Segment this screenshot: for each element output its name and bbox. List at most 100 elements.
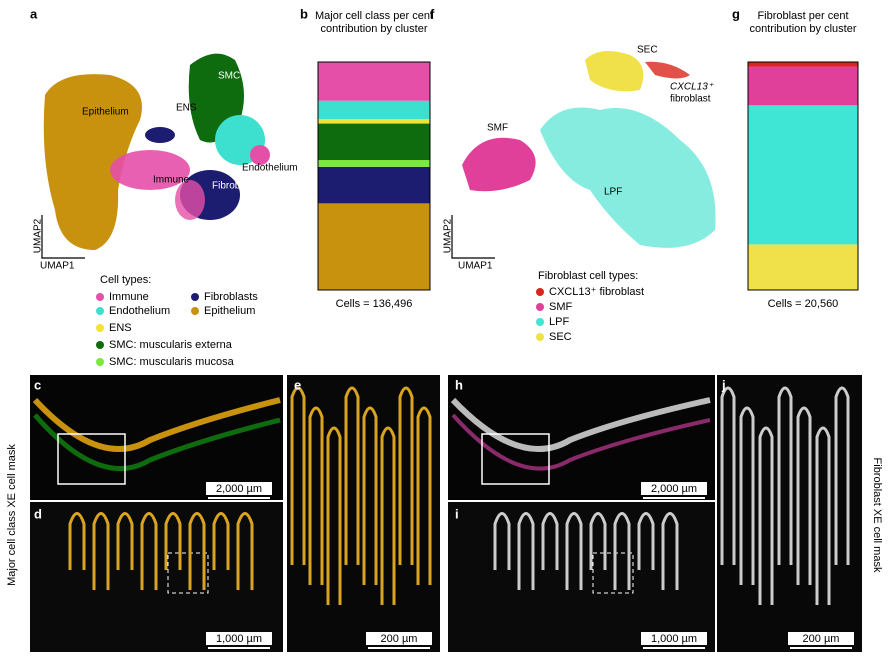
villus [589, 512, 607, 570]
villus [290, 386, 306, 565]
microscopy [30, 375, 862, 652]
cluster-label: fibroblast [670, 94, 711, 105]
panel-letter: d [34, 506, 42, 521]
cluster-label: Fibroblasts [212, 181, 261, 192]
scale-bg [206, 482, 272, 495]
scale-label: 2,000 µm [216, 483, 262, 495]
legend-label: SMC: muscularis externa [109, 339, 233, 351]
legend-label: SMF [549, 301, 573, 313]
villus [834, 386, 850, 565]
villus [758, 426, 774, 605]
cluster-label: Epithelium [82, 107, 129, 118]
umap-f [451, 51, 716, 259]
scale-bg [641, 482, 707, 495]
villus [398, 386, 414, 565]
legend-swatch [96, 341, 104, 349]
bar-segment [318, 123, 430, 161]
scale-label: 1,000 µm [651, 633, 697, 645]
scale-bg [788, 632, 854, 645]
legend-title: Cell types: [100, 274, 151, 286]
umap-x-label: UMAP1 [40, 261, 75, 272]
bar-outline [317, 61, 431, 291]
bar-segment [748, 105, 858, 245]
villus [188, 512, 206, 590]
bar-outline [747, 61, 859, 291]
legend-swatch [191, 307, 199, 315]
bar-segment [318, 160, 430, 167]
villus [720, 386, 736, 565]
scale-label: 1,000 µm [216, 633, 262, 645]
legend-swatch [96, 324, 104, 332]
chart-title: Major cell class per cent contribution b… [315, 10, 433, 35]
cluster-label: LPF [604, 187, 622, 198]
umap-y-label: UMAP2 [33, 218, 44, 253]
villus [140, 512, 158, 590]
legend-label: Epithelium [204, 305, 255, 317]
chart-title: Fibroblast per cent contribution by clus… [749, 10, 857, 35]
villus [362, 406, 378, 585]
scale-bg [641, 632, 707, 645]
legend-swatch [191, 293, 199, 301]
bar-segment [748, 244, 858, 290]
cluster-label: CXCL13⁺ [670, 82, 714, 93]
legend-label: SMC: muscularis mucosa [109, 356, 235, 368]
legend-swatch [96, 293, 104, 301]
villus [236, 512, 254, 590]
scale-label: 2,000 µm [651, 483, 697, 495]
scale-bg [206, 632, 272, 645]
bar-segment [318, 100, 430, 119]
legend-label: LPF [549, 316, 569, 328]
bar-segment [318, 62, 430, 101]
villus [416, 406, 432, 585]
legend-swatch [96, 358, 104, 366]
panel-letter: a [30, 6, 38, 21]
legend-label: Immune [109, 291, 149, 303]
cluster-label: Endothelium [242, 163, 298, 174]
panel-letter: c [34, 377, 41, 392]
villus [326, 426, 342, 605]
legend-swatch [536, 288, 544, 296]
side-label: Major cell class XE cell mask [6, 444, 18, 586]
bar-segment [318, 119, 430, 124]
umap-x-label: UMAP1 [458, 261, 493, 272]
villus [637, 512, 655, 570]
panel-letter: b [300, 6, 308, 21]
villus [308, 406, 324, 585]
scale-label: 200 µm [803, 633, 840, 645]
villus [613, 512, 631, 590]
legend-label: CXCL13⁺ fibroblast [549, 286, 644, 298]
chart-note: Cells = 136,496 [336, 298, 413, 310]
cluster-label: SMF [487, 123, 508, 134]
panel-letter: h [455, 377, 463, 392]
panel-letter: g [732, 6, 740, 21]
villus [212, 512, 230, 570]
legend-swatch [96, 307, 104, 315]
villus [815, 426, 831, 605]
villus [739, 406, 755, 585]
legend-label: Endothelium [109, 305, 170, 317]
scale-bg [366, 632, 432, 645]
cluster-label: ENS [176, 103, 197, 114]
legend-label: SEC [549, 331, 572, 343]
villus [92, 512, 110, 590]
umap-a [41, 53, 270, 259]
panel-letter: f [430, 6, 435, 21]
panel-letter: e [294, 377, 301, 392]
cluster-label: SEC [637, 45, 658, 56]
panel-letter: i [455, 506, 459, 521]
villus [565, 512, 583, 590]
legend-title: Fibroblast cell types: [538, 270, 638, 282]
bar-segment [748, 66, 858, 106]
legend-swatch [536, 303, 544, 311]
legend-label: Fibroblasts [204, 291, 258, 303]
umap-y-label: UMAP2 [443, 218, 454, 253]
chart-note: Cells = 20,560 [768, 298, 839, 310]
villus [661, 512, 679, 590]
villus [68, 512, 86, 570]
villus [164, 512, 182, 570]
villus [344, 386, 360, 565]
bar-segment [748, 62, 858, 67]
legend-swatch [536, 333, 544, 341]
